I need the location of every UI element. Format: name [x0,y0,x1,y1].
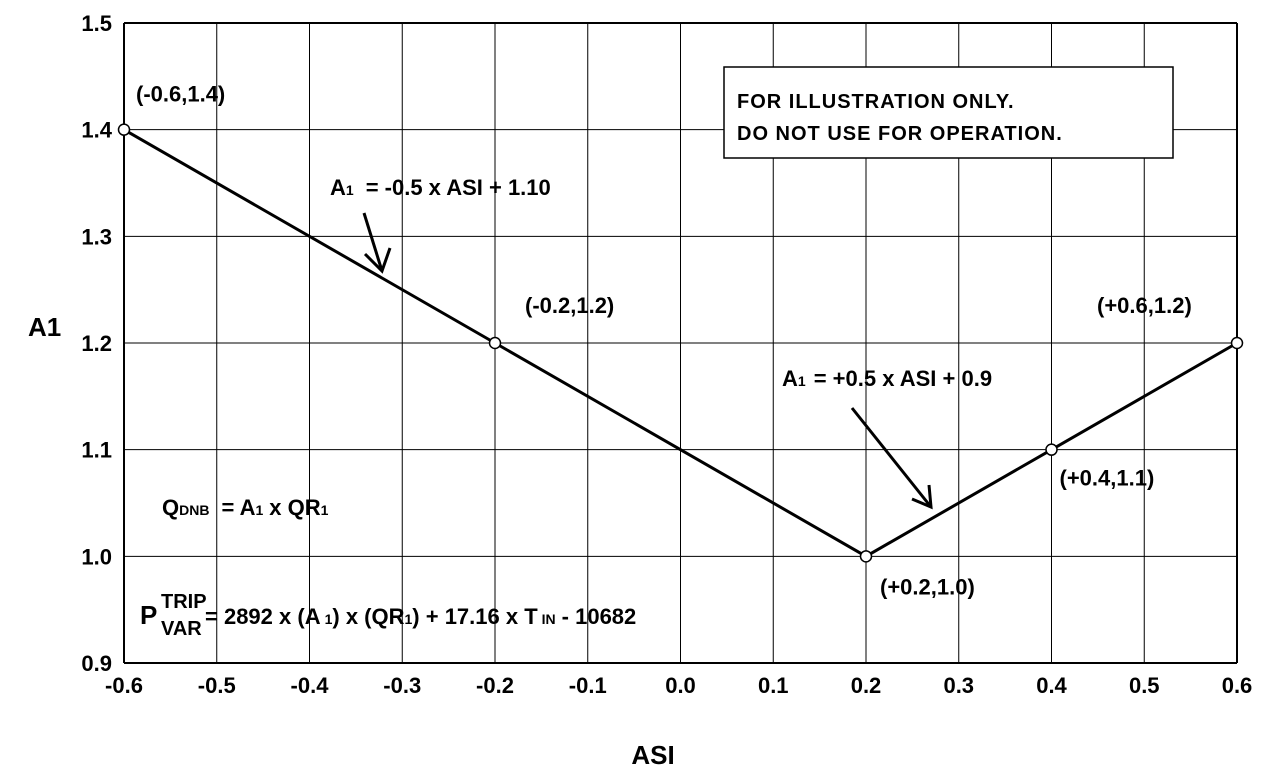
qdnb-formula: QDNB = A1 x QR1 [162,495,329,520]
trip-superscript: TRIP [161,591,207,613]
x-tick-label: 0.3 [943,673,974,698]
x-tick-label: 0.5 [1129,673,1160,698]
x-tick-label: 0.0 [665,673,696,698]
equation-right: A1 = +0.5 x ASI + 0.9 [782,366,992,391]
illustration-notice: FOR ILLUSTRATION ONLY. DO NOT USE FOR OP… [723,66,1174,159]
x-tick-label: 0.6 [1222,673,1253,698]
x-tick-label: -0.2 [476,673,514,698]
x-tick-label: 0.1 [758,673,789,698]
point-label: (-0.6,1.4) [136,82,225,107]
x-tick-label: -0.5 [198,673,236,698]
y-tick-labels: 0.9 1.0 1.1 1.2 1.3 1.4 1.5 [81,11,112,676]
data-point [1230,336,1244,350]
y-tick-label: 0.9 [81,651,112,676]
trip-p: P [140,600,157,630]
x-tick-label: 0.4 [1036,673,1067,698]
point-label: (+0.4,1.1) [1060,466,1155,491]
x-tick-label: -0.3 [383,673,421,698]
data-point [1045,443,1058,456]
point-label: (+0.6,1.2) [1097,293,1192,318]
y-tick-label: 1.4 [81,118,112,143]
data-points [117,123,1244,563]
point-labels: (-0.6,1.4) (-0.2,1.2) (+0.2,1.0) (+0.4,1.1)… [136,82,1192,600]
notice-box [723,66,1174,159]
trip-formula: P TRIP VAR = 2892 x (A 1) x (QR1) + 17.16… [140,591,636,640]
trip-subscript: VAR [161,618,202,640]
x-tick-label: -0.4 [291,673,330,698]
point-label: (+0.2,1.0) [880,574,975,599]
equation-left: A1 = -0.5 x ASI + 1.10 [330,175,551,200]
y-tick-label: 1.0 [81,544,112,569]
point-label: (-0.2,1.2) [525,293,614,318]
trip-equation: = 2892 x (A 1) x (QR1) + 17.16 x T IN - 106… [205,604,636,629]
notice-line-1: FOR ILLUSTRATION ONLY. [737,91,1015,113]
y-tick-label: 1.2 [81,331,112,356]
data-point [859,550,873,563]
equation-left-arrow [362,212,392,274]
data-point [117,123,131,136]
x-tick-label: -0.1 [569,673,607,698]
equation-right-arrow [850,407,933,510]
x-tick-label: 0.2 [851,673,882,698]
y-tick-label: 1.3 [81,224,112,249]
notice-line-2: DO NOT USE FOR OPERATION. [737,123,1063,145]
y-tick-label: 1.1 [81,438,112,463]
x-tick-labels: -0.6 -0.5 -0.4 -0.3 -0.2 -0.1 0.0 0.1 0.2 0.3 0.4 0… [105,673,1252,698]
x-tick-label: -0.6 [105,673,143,698]
y-axis-label: A1 [28,312,61,342]
x-axis-label: ASI [631,740,674,770]
data-point [488,336,502,350]
y-tick-label: 1.5 [81,11,112,36]
